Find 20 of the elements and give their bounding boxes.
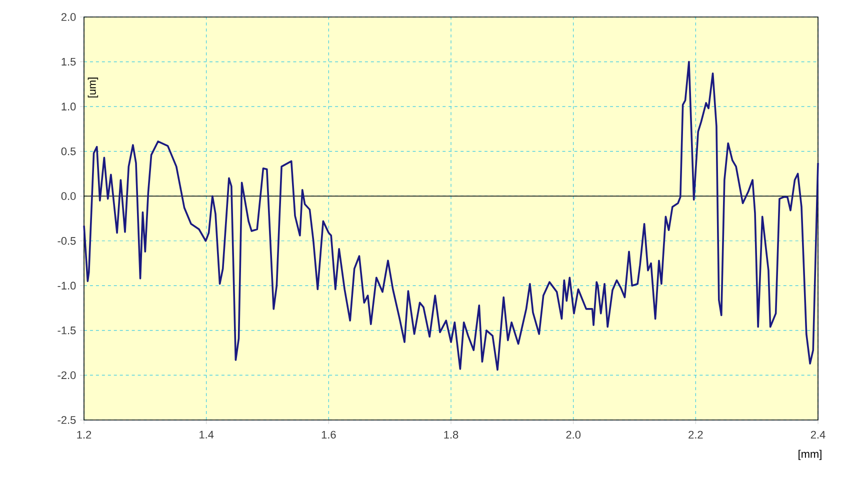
y-tick-label: 0.0: [61, 192, 76, 200]
line-series: [83, 60, 819, 371]
x-tick-label: 2.0: [566, 430, 581, 439]
x-tick-label: 1.6: [322, 430, 336, 439]
x-tick-label: 1.8: [444, 430, 458, 439]
x-tick-label: 1.2: [77, 430, 92, 439]
x-tick-label: 2.2: [688, 430, 703, 439]
y-tick-label: -1.0: [58, 282, 76, 290]
y-axis-title: [um]: [88, 78, 98, 98]
x-tick-label: 1.4: [200, 430, 214, 438]
y-tick-label: 1.5: [62, 58, 76, 66]
y-tick-label: -2.5: [58, 416, 76, 424]
y-tick-label: 1.0: [62, 102, 76, 110]
x-axis-title: [mm]: [798, 450, 822, 460]
y-tick-label: 2.0: [61, 13, 76, 21]
y-tick-label: 0.5: [61, 147, 76, 156]
y-tick-label: -1.5: [58, 326, 76, 334]
x-tick-label: 2.4: [810, 430, 826, 439]
y-tick-label: -0.5: [58, 237, 76, 245]
y-tick-label: -2.0: [58, 371, 76, 380]
